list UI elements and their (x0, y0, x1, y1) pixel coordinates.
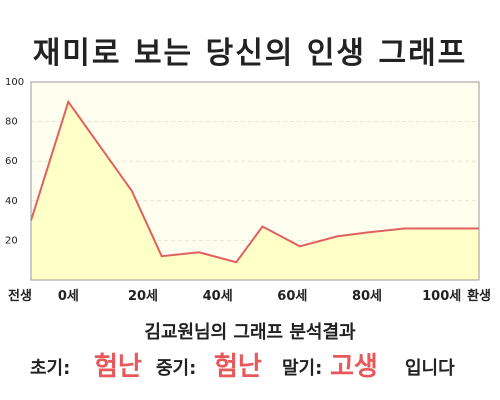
y-tick-label: 100 (5, 77, 24, 88)
life-graph-chart: 20 40 60 80 100 전생 0세 20세 40세 60세 80세 100세 환생 (5, 77, 491, 304)
x-tick-label: 0세 (58, 289, 79, 304)
y-axis-labels: 20 40 60 80 100 (5, 77, 24, 246)
plot-border (30, 81, 480, 281)
y-tick-label: 40 (5, 196, 18, 207)
analysis-verdict: 초기: 험난 중기: 험난 말기: 고생 입니다 (0, 346, 500, 382)
y-tick-label: 20 (5, 235, 18, 246)
x-axis-labels: 전생 0세 20세 40세 60세 80세 100세 환생 (8, 288, 491, 304)
late-stage-label: 말기: (282, 358, 323, 379)
x-tick-label: 40세 (203, 289, 233, 304)
y-tick-label: 80 (5, 117, 18, 128)
x-tick-label: 환생 (467, 288, 491, 304)
early-stage-value: 험난 (94, 352, 142, 382)
analysis-summary: 김교원님의 그래프 분석결과 (144, 322, 356, 343)
x-tick-label: 60세 (277, 289, 307, 304)
page-title: 재미로 보는 당신의 인생 그래프 (32, 36, 468, 71)
y-tick-label: 60 (5, 156, 18, 167)
x-tick-label: 20세 (128, 289, 158, 304)
series-line (30, 99, 479, 264)
early-stage-label: 초기: (30, 358, 71, 379)
late-stage-value: 고생 (330, 352, 378, 382)
series-area (31, 101, 479, 280)
x-tick-label: 100세 (422, 289, 461, 304)
x-tick-label: 80세 (352, 289, 382, 304)
mid-stage-label: 중기: (156, 358, 197, 379)
mid-stage-value: 험난 (214, 352, 262, 382)
x-tick-label: 전생 (8, 288, 32, 304)
closing-text: 입니다 (405, 358, 455, 379)
